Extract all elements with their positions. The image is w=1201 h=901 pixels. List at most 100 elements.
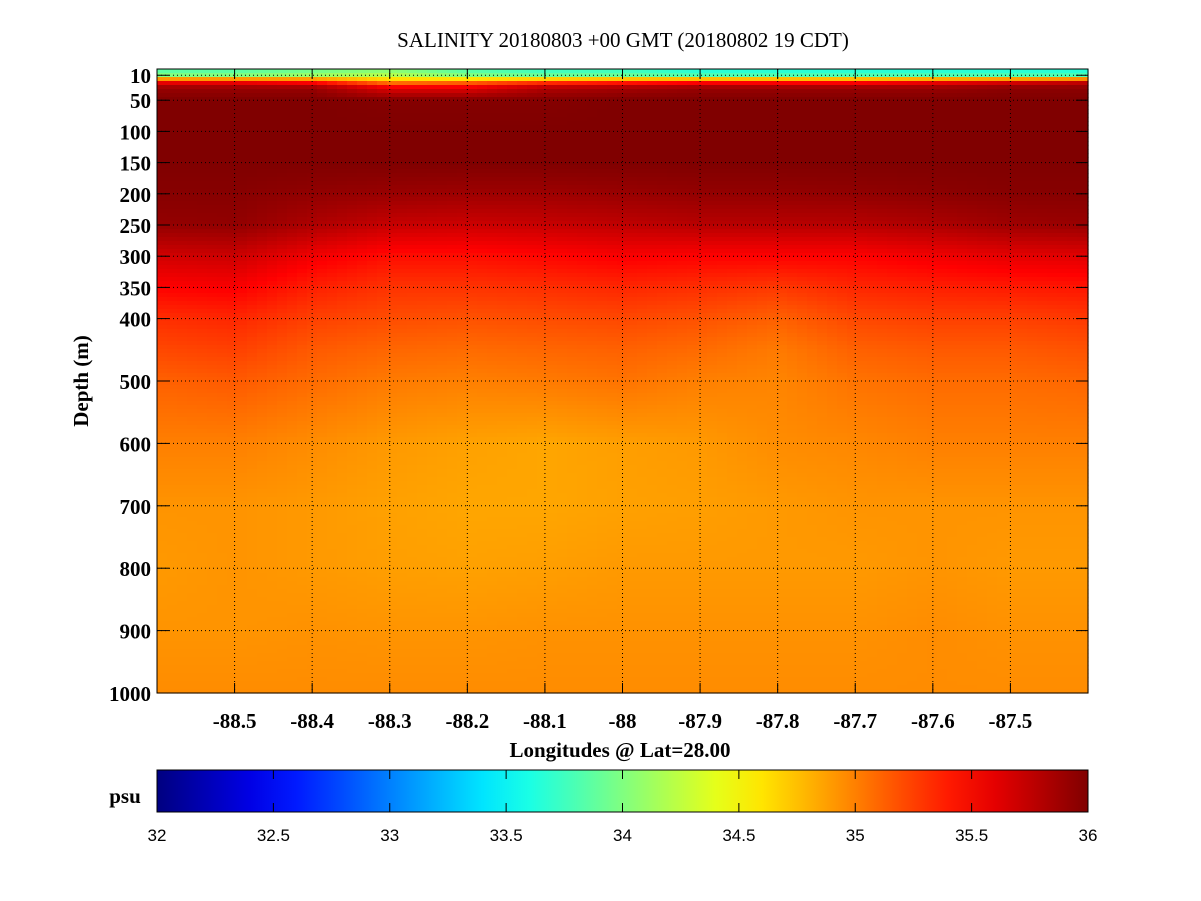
heatmap-cell [187,181,198,186]
heatmap-cell [747,85,758,90]
heatmap-cell [587,249,598,254]
heatmap-cell [177,185,188,190]
heatmap-cell [447,189,458,194]
heatmap-cell [927,177,938,182]
heatmap-cell [1067,73,1078,78]
heatmap-cell [367,249,378,254]
heatmap-cell [317,245,328,250]
heatmap-cell [537,137,548,142]
heatmap-cell [957,269,968,274]
heatmap-cell [217,189,228,194]
heatmap-cell [157,237,168,242]
heatmap-cell [197,217,208,222]
heatmap-cell [567,269,578,274]
heatmap-cell [887,177,898,182]
heatmap-cell [927,161,938,166]
heatmap-cell [507,73,518,78]
heatmap-cell [457,273,468,278]
heatmap-cell [197,101,208,106]
heatmap-cell [837,233,848,238]
heatmap-cell [917,117,928,122]
heatmap-cell [247,193,258,198]
heatmap-cell [207,129,218,134]
heatmap-cell [677,81,688,86]
heatmap-cell [677,237,688,242]
heatmap-cell [287,165,298,170]
heatmap-cell [347,237,358,242]
heatmap-cell [847,245,858,250]
heatmap-cell [947,153,958,158]
heatmap-cell [817,213,828,218]
heatmap-cell [167,217,178,222]
heatmap-cell [287,181,298,186]
heatmap-cell [1067,189,1078,194]
heatmap-cell [537,145,548,150]
heatmap-cell [237,197,248,202]
heatmap-cell [527,173,538,178]
heatmap-cell [487,213,498,218]
heatmap-cell [797,241,808,246]
heatmap-cell [1037,189,1048,194]
heatmap-cell [847,213,858,218]
heatmap-cell [517,185,528,190]
heatmap-cell [517,129,528,134]
heatmap-cell [357,101,368,106]
heatmap-cell [617,273,628,278]
heatmap-cell [677,125,688,130]
heatmap-cell [617,85,628,90]
heatmap-cell [667,209,678,214]
heatmap-cell [1017,233,1028,238]
heatmap-cell [377,277,388,282]
heatmap-cell [337,97,348,102]
heatmap-cell [207,145,218,150]
heatmap-cell [207,93,218,98]
heatmap-cell [217,85,228,90]
heatmap-cell [527,265,538,270]
heatmap-cell [307,229,318,234]
heatmap-cell [947,241,958,246]
heatmap-cell [1027,225,1038,230]
heatmap-cell [467,117,478,122]
heatmap-cell [347,173,358,178]
heatmap-cell [537,209,548,214]
heatmap-cell [637,245,648,250]
heatmap-cell [487,169,498,174]
heatmap-cell [607,273,618,278]
heatmap-cell [337,277,348,282]
heatmap-cell [417,121,428,126]
heatmap-cell [227,77,238,82]
heatmap-cell [1007,237,1018,242]
heatmap-cell [517,225,528,230]
heatmap-cell [247,125,258,130]
heatmap-cell [467,193,478,198]
heatmap-cell [337,125,348,130]
heatmap-cell [357,189,368,194]
heatmap-cell [507,109,518,114]
heatmap-cell [347,253,358,258]
heatmap-cell [277,153,288,158]
heatmap-cell [737,161,748,166]
heatmap-cell [907,213,918,218]
heatmap-cell [937,233,948,238]
heatmap-cell [977,237,988,242]
heatmap-cell [707,201,718,206]
heatmap-cell [547,81,558,86]
heatmap-cell [817,265,828,270]
heatmap-cell [927,217,938,222]
heatmap-cell [657,201,668,206]
heatmap-cell [667,205,678,210]
heatmap-cell [917,209,928,214]
heatmap-cell [287,277,298,282]
heatmap-cell [1037,217,1048,222]
heatmap-cell [487,153,498,158]
heatmap-cell [727,177,738,182]
heatmap-cell [627,141,638,146]
heatmap-cell [857,221,868,226]
heatmap-cell [287,173,298,178]
heatmap-cell [297,261,308,266]
heatmap-cell [517,197,528,202]
heatmap-cell [797,261,808,266]
heatmap-cell [957,249,968,254]
heatmap-cell [667,157,678,162]
heatmap-cell [397,209,408,214]
